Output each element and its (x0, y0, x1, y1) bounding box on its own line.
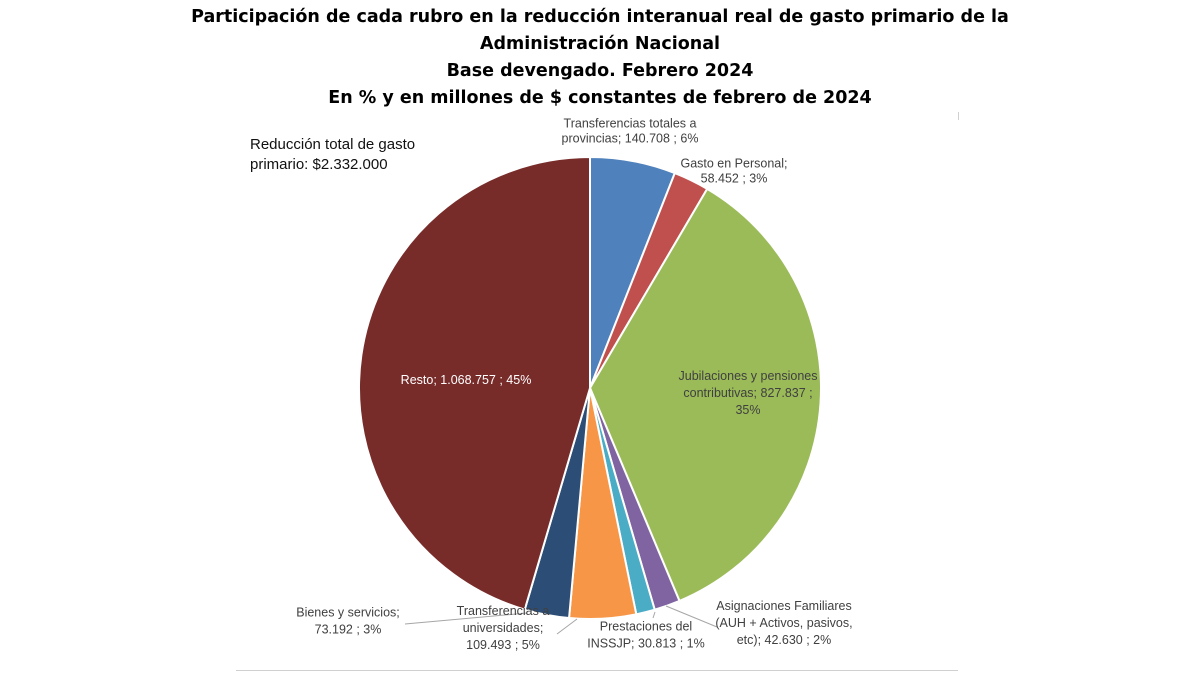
leader-line-5 (556, 618, 578, 635)
slice-label-0-line-1: provincias; 140.708 ; 6% (562, 132, 699, 146)
slice-label-3: Asignaciones Familiares (AUH + Activos, p… (715, 599, 852, 647)
total-reduction-note: Reducción total de gasto primario: $2.33… (250, 136, 419, 173)
chart-subtitle-line-1: Base devengado. Febrero 2024 (446, 61, 754, 81)
leader-line-4 (652, 611, 656, 619)
slice-label-6-line-0: Bienes y servicios; (296, 606, 400, 620)
slice-label-1-line-0: Gasto en Personal; (680, 157, 787, 171)
slice-label-3-line-1: (AUH + Activos, pasivos, (715, 616, 852, 630)
slice-label-0: Transferencias totales a provincias; 140.… (562, 117, 699, 146)
slice-label-5: Transferencias a universidades; 109.493 ; … (457, 604, 550, 652)
slice-label-1-line-1: 58.452 ; 3% (701, 172, 768, 186)
slice-label-2: Jubilaciones y pensiones contributivas; 8… (679, 369, 818, 417)
pie-slice-7 (358, 156, 591, 611)
slice-label-5-line-2: 109.493 ; 5% (466, 638, 540, 652)
chart-title-line-1: Participación de cada rubro en la reducc… (191, 7, 1009, 27)
leader-line-6 (404, 612, 528, 625)
slice-label-2-line-0: Jubilaciones y pensiones (679, 369, 818, 383)
chart-title: Participación de cada rubro en la reducc… (0, 4, 1200, 112)
total-reduction-note-line-1: Reducción total de gasto (250, 136, 415, 153)
slice-label-3-line-2: etc); 42.630 ; 2% (737, 633, 832, 647)
slice-label-6-line-1: 73.192 ; 3% (315, 623, 382, 637)
slice-label-2-line-1: contributivas; 827.837 ; (683, 386, 812, 400)
slice-label-4-line-0: Prestaciones del (600, 620, 692, 634)
leader-lines (404, 605, 718, 635)
total-reduction-note-line-2: primario: $2.332.000 (250, 156, 388, 173)
slice-label-6: Bienes y servicios; 73.192 ; 3% (296, 606, 400, 637)
slice-label-5-line-0: Transferencias a (457, 604, 550, 618)
chart-frame-tick (958, 112, 959, 120)
slice-label-4-line-1: INSSJP; 30.813 ; 1% (587, 637, 704, 651)
slice-label-7-line-0: Resto; 1.068.757 ; 45% (401, 373, 532, 387)
pie-slice-2 (589, 187, 822, 602)
leader-line-3 (665, 605, 718, 628)
chart-title-line-2: Administración Nacional (479, 34, 721, 54)
slice-label-1: Gasto en Personal; 58.452 ; 3% (680, 157, 787, 186)
slice-label-2-line-2: 35% (735, 403, 760, 417)
slice-label-0-line-0: Transferencias totales a (564, 117, 697, 131)
slice-labels: Transferencias totales a provincias; 140.… (296, 117, 852, 653)
chart-subtitle-line-2: En % y en millones de $ constantes de fe… (328, 88, 872, 108)
slice-label-5-line-1: universidades; (463, 621, 544, 635)
slice-label-4: Prestaciones del INSSJP; 30.813 ; 1% (587, 620, 704, 651)
slice-label-3-line-0: Asignaciones Familiares (716, 599, 851, 613)
chart-frame-bottom (236, 670, 958, 671)
pie-slices (358, 156, 822, 620)
slice-label-7: Resto; 1.068.757 ; 45% (401, 373, 532, 387)
